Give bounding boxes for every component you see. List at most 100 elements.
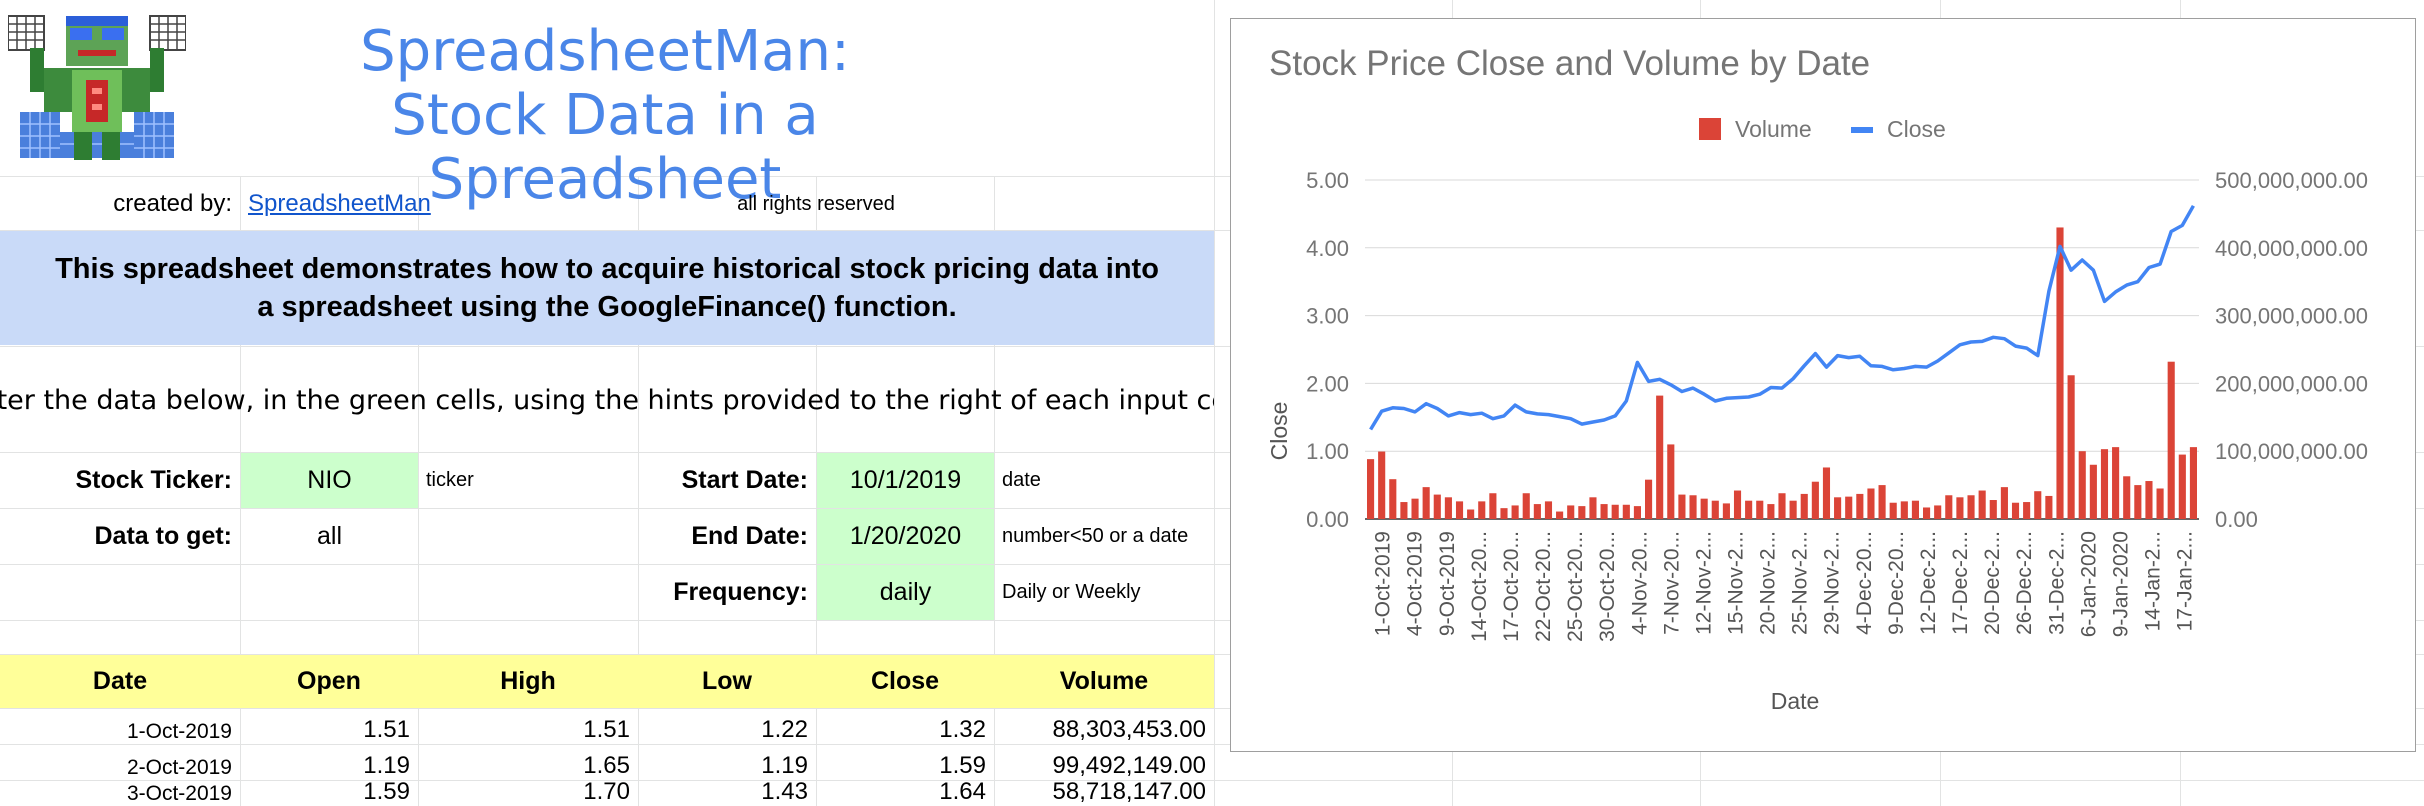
volume-bar: [1489, 493, 1497, 519]
volume-bar: [2034, 491, 2042, 519]
cell-low[interactable]: 1.22: [761, 716, 808, 743]
col-header-high: High: [500, 667, 556, 695]
grid-hline: [0, 654, 2424, 655]
start-date-input[interactable]: 10/1/2019: [817, 453, 994, 508]
cell-close[interactable]: 1.59: [939, 752, 986, 779]
x-tick-label: 20-Nov-2...: [1757, 531, 1780, 635]
cell-close[interactable]: 1.64: [939, 781, 986, 805]
y-tick-left: 1.00: [1306, 439, 1349, 464]
x-tick-label: 31-Dec-2...: [2045, 531, 2068, 635]
x-axis-label: Date: [1771, 688, 1820, 714]
cell-volume[interactable]: 99,492,149.00: [1052, 752, 1206, 779]
end-date-input[interactable]: 1/20/2020: [817, 509, 994, 564]
volume-bar: [2167, 361, 2175, 519]
volume-bar: [1522, 493, 1530, 519]
volume-bar: [2123, 476, 2131, 519]
volume-bar: [1645, 479, 1653, 519]
grid-hline: [0, 744, 2424, 745]
x-tick-label: 7-Nov-20...: [1660, 531, 1683, 635]
cell-volume[interactable]: 88,303,453.00: [1052, 716, 1206, 743]
spreadsheetman-logo: [8, 15, 186, 160]
volume-bar: [2078, 451, 2086, 519]
cell-date[interactable]: 3-Oct-2019: [126, 782, 232, 805]
created-by-link[interactable]: SpreadsheetMan: [248, 190, 431, 217]
volume-bar: [2045, 495, 2053, 519]
volume-bar: [1711, 500, 1719, 519]
y-tick-left: 4.00: [1306, 236, 1349, 261]
volume-bar: [1589, 497, 1597, 519]
volume-bar: [2134, 485, 2142, 519]
cell-date[interactable]: 2-Oct-2019: [126, 756, 232, 779]
start-date-label: Start Date:: [681, 466, 808, 494]
y-tick-right: 400,000,000.00: [2215, 236, 2368, 261]
volume-bar: [1700, 498, 1708, 519]
start-date-hint: date: [1002, 469, 1041, 491]
volume-bar: [1444, 497, 1452, 519]
volume-bar: [1622, 504, 1630, 519]
frequency-input[interactable]: daily: [817, 565, 994, 620]
grid-hline: [0, 564, 2424, 565]
x-tick-label: 4-Oct-2019: [1404, 531, 1427, 636]
volume-bar: [1911, 500, 1919, 519]
ticker-input[interactable]: NIO: [241, 453, 418, 508]
x-tick-label: 25-Nov-2...: [1789, 531, 1812, 635]
volume-bar: [1900, 501, 1908, 519]
grid-hline: [0, 708, 2424, 709]
cell-low[interactable]: 1.19: [761, 752, 808, 779]
volume-bar: [1733, 490, 1742, 519]
volume-bar: [1834, 497, 1842, 519]
cell-close[interactable]: 1.32: [939, 716, 986, 743]
y-tick-left: 0.00: [1306, 507, 1349, 532]
cell-date[interactable]: 1-Oct-2019: [126, 720, 232, 743]
volume-bar: [1656, 395, 1664, 519]
volume-bar: [1411, 498, 1419, 519]
volume-bar: [1822, 467, 1831, 519]
volume-bar: [2023, 502, 2031, 519]
chart-axes: 0.00 0.00 1.00 100,000,000.00 2.00 200,000,00…: [1306, 168, 2368, 642]
legend-label-close: Close: [1887, 116, 1946, 142]
data-to-get-input[interactable]: all: [316, 522, 342, 550]
volume-bar: [1544, 501, 1553, 519]
page-title: SpreadsheetMan: Stock Data in a Spreadsh…: [210, 20, 1000, 212]
x-tick-label: 6-Jan-2020: [2077, 531, 2100, 637]
col-header-volume: Volume: [1059, 667, 1149, 695]
volume-bar: [1667, 444, 1675, 519]
legend-label-volume: Volume: [1735, 116, 1812, 142]
volume-bar: [1600, 504, 1608, 519]
cell-open[interactable]: 1.51: [363, 716, 410, 743]
cell-open[interactable]: 1.59: [363, 781, 410, 805]
stock-chart[interactable]: Stock Price Close and Volume by Date Vol…: [1230, 18, 2416, 752]
cell-high[interactable]: 1.65: [583, 752, 630, 779]
data-to-get-label: Data to get:: [94, 522, 233, 550]
legend-swatch-close: [1851, 127, 1873, 133]
volume-bar: [1867, 488, 1875, 519]
x-tick-label: 17-Dec-2...: [1949, 531, 1972, 635]
close-series-line: [1369, 204, 2195, 431]
x-tick-label: 20-Dec-2...: [1981, 531, 2004, 635]
legend-swatch-volume: [1699, 118, 1721, 140]
cell-high[interactable]: 1.51: [583, 716, 630, 743]
grid-vline: [418, 176, 419, 806]
x-tick-label: 25-Oct-20...: [1564, 531, 1587, 642]
volume-bar: [2100, 449, 2109, 519]
volume-bar: [1989, 500, 1997, 519]
volume-bar: [2112, 447, 2120, 519]
cell-low[interactable]: 1.43: [761, 781, 808, 805]
cell-open[interactable]: 1.19: [363, 752, 410, 779]
cell-high[interactable]: 1.70: [583, 781, 630, 805]
frequency-label: Frequency:: [673, 578, 808, 606]
x-tick-label: 15-Nov-2...: [1725, 531, 1748, 635]
grid-vline: [994, 176, 995, 806]
volume-bar: [1845, 496, 1853, 519]
cell-volume[interactable]: 58,718,147.00: [1052, 781, 1206, 805]
y-tick-right: 200,000,000.00: [2215, 371, 2368, 396]
grid-hline: [0, 780, 2424, 781]
volume-bar: [2089, 464, 2097, 519]
grid-hline: [0, 452, 2424, 453]
y-tick-right: 0.00: [2215, 507, 2258, 532]
x-tick-label: 9-Dec-20...: [1885, 531, 1908, 635]
rights-text: all rights reserved: [737, 192, 895, 215]
volume-bar: [1500, 508, 1508, 519]
banner-line-1: This spreadsheet demonstrates how to acq…: [55, 253, 1159, 285]
x-tick-label: 14-Jan-2...: [2142, 531, 2165, 631]
